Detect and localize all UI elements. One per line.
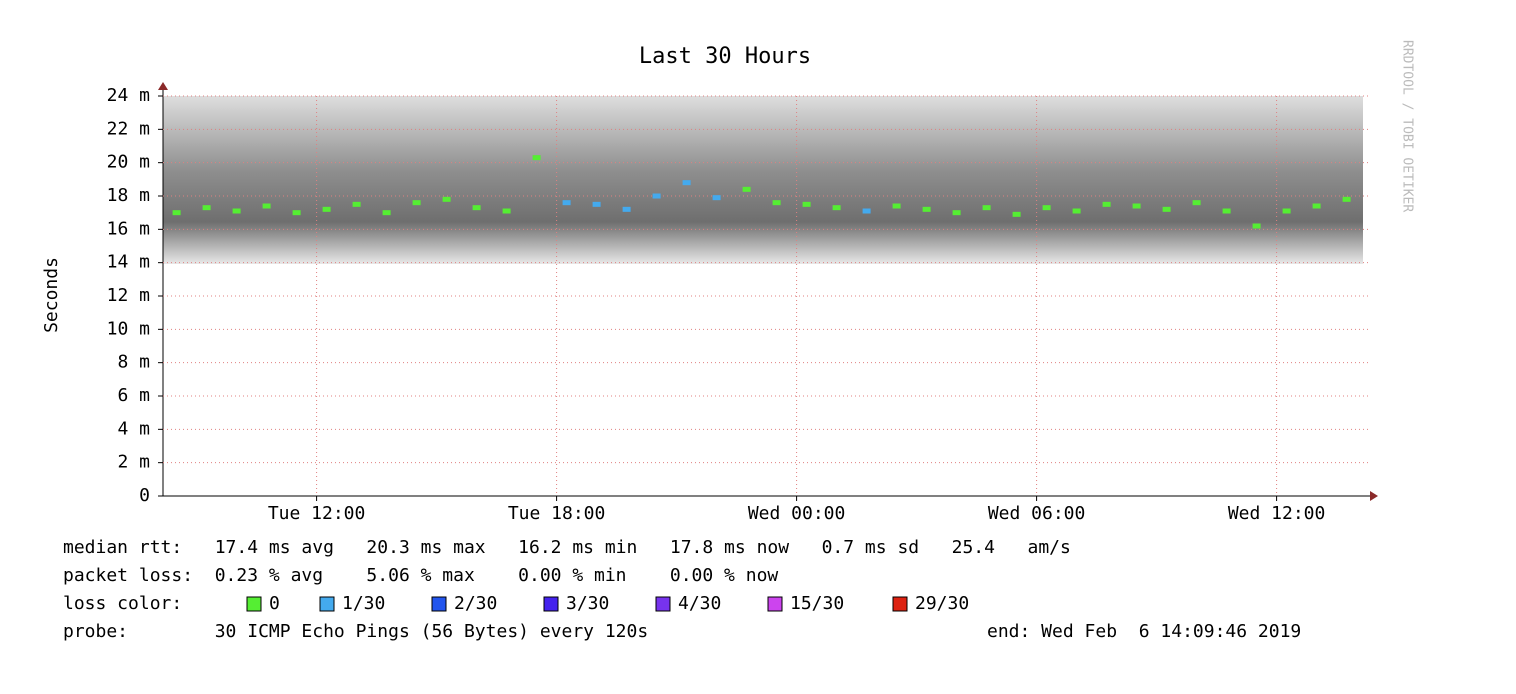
y-axis-label: Seconds: [41, 257, 62, 333]
median-point: [412, 200, 421, 206]
legend-label: 29/30: [915, 593, 969, 614]
median-point: [322, 206, 331, 212]
legend-title: loss color:: [63, 593, 182, 614]
median-point: [712, 195, 721, 201]
y-tick-label: 6 m: [117, 385, 150, 406]
smoke-band: [163, 96, 1363, 264]
median-point: [592, 201, 601, 207]
legend-swatch: [655, 596, 671, 612]
median-point: [1252, 223, 1261, 229]
legend-swatch: [246, 596, 262, 612]
median-point: [352, 201, 361, 207]
median-point: [1042, 205, 1051, 211]
y-tick-label: 12 m: [107, 285, 150, 306]
x-arrow: [1370, 491, 1378, 501]
x-tick-label: Wed 00:00: [748, 503, 846, 524]
stats-line: median rtt: 17.4 ms avg 20.3 ms max 16.2…: [63, 537, 1071, 558]
median-point: [1012, 211, 1021, 217]
y-tick-label: 2 m: [117, 452, 150, 473]
legend-label: 0: [269, 593, 280, 614]
median-point: [862, 208, 871, 214]
median-point: [832, 205, 841, 211]
legend-swatch: [767, 596, 783, 612]
median-point: [922, 206, 931, 212]
median-point: [232, 208, 241, 214]
median-point: [1072, 208, 1081, 214]
median-point: [1312, 203, 1321, 209]
y-tick-label: 22 m: [107, 118, 150, 139]
end-time: end: Wed Feb 6 14:09:46 2019: [987, 621, 1301, 642]
x-tick-label: Tue 18:00: [508, 503, 606, 524]
legend-label: 4/30: [678, 593, 721, 614]
legend-label: 1/30: [342, 593, 385, 614]
y-tick-label: 8 m: [117, 352, 150, 373]
median-point: [982, 205, 991, 211]
median-point: [952, 210, 961, 216]
y-tick-label: 10 m: [107, 318, 150, 339]
median-point: [1132, 203, 1141, 209]
legend-label: 15/30: [790, 593, 844, 614]
y-tick-label: 4 m: [117, 418, 150, 439]
median-point: [502, 208, 511, 214]
legend-swatch: [892, 596, 908, 612]
y-tick-label: 18 m: [107, 185, 150, 206]
median-point: [772, 200, 781, 206]
y-tick-label: 20 m: [107, 152, 150, 173]
y-tick-label: 14 m: [107, 252, 150, 273]
stats-line: packet loss: 0.23 % avg 5.06 % max 0.00 …: [63, 565, 778, 586]
x-tick-label: Wed 06:00: [988, 503, 1086, 524]
x-tick-label: Wed 12:00: [1228, 503, 1326, 524]
median-point: [532, 155, 541, 161]
median-point: [622, 206, 631, 212]
x-tick-label: Tue 12:00: [268, 503, 366, 524]
median-point: [682, 180, 691, 186]
median-point: [442, 196, 451, 202]
legend-label: 2/30: [454, 593, 497, 614]
median-point: [1192, 200, 1201, 206]
y-arrow: [158, 82, 168, 90]
median-point: [1342, 196, 1351, 202]
y-tick-label: 0: [139, 485, 150, 506]
median-point: [742, 186, 751, 192]
median-point: [1162, 206, 1171, 212]
median-point: [382, 210, 391, 216]
y-tick-label: 24 m: [107, 85, 150, 106]
y-tick-label: 16 m: [107, 218, 150, 239]
median-point: [1222, 208, 1231, 214]
median-point: [172, 210, 181, 216]
probe: probe: 30 ICMP Echo Pings (56 Bytes) eve…: [63, 621, 648, 642]
median-point: [472, 205, 481, 211]
chart-title: Last 30 Hours: [639, 44, 811, 69]
median-point: [262, 203, 271, 209]
median-point: [1102, 201, 1111, 207]
legend-swatch: [319, 596, 335, 612]
median-point: [562, 200, 571, 206]
legend-label: 3/30: [566, 593, 609, 614]
watermark: RRDTOOL / TOBI OETIKER: [1400, 40, 1415, 212]
legend-swatch: [431, 596, 447, 612]
median-point: [202, 205, 211, 211]
median-point: [1282, 208, 1291, 214]
legend-swatch: [543, 596, 559, 612]
median-point: [292, 210, 301, 216]
median-point: [892, 203, 901, 209]
median-point: [802, 201, 811, 207]
median-point: [652, 193, 661, 199]
